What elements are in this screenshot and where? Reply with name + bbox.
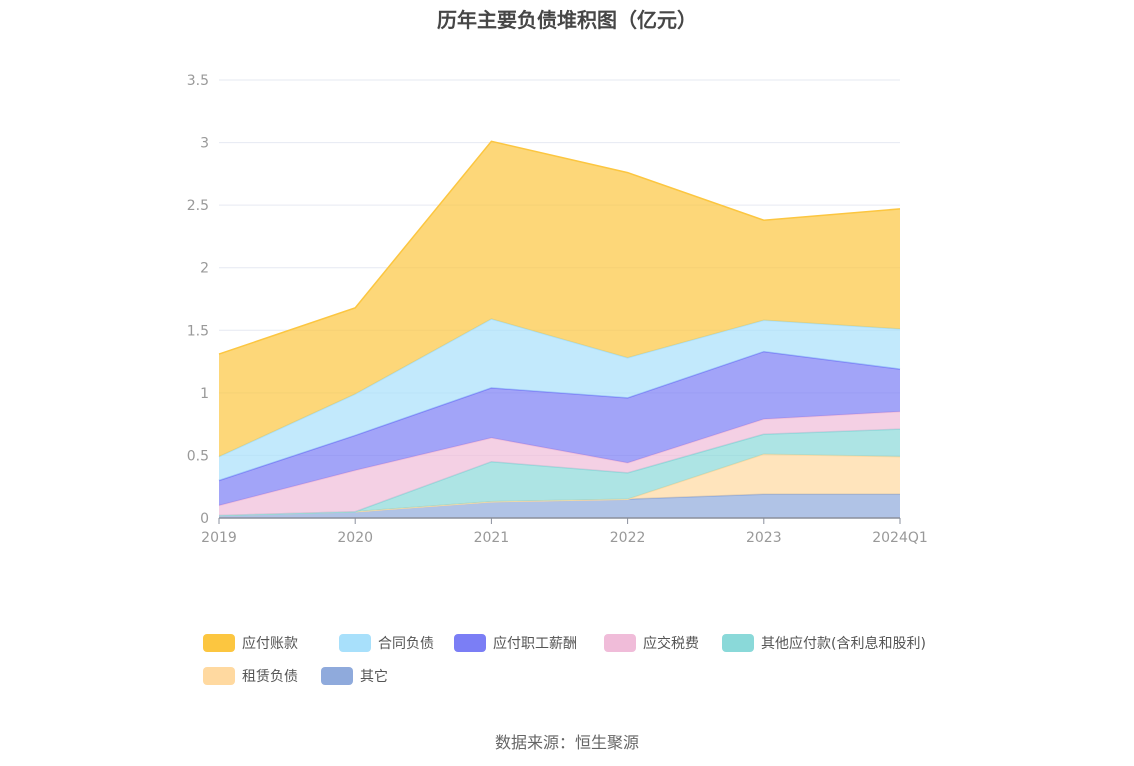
legend-swatch <box>722 634 754 652</box>
legend-label: 应付账款 <box>242 635 298 652</box>
x-tick-label: 2022 <box>610 530 646 546</box>
area-series-0 <box>219 494 900 518</box>
x-tick-label: 2019 <box>201 530 237 546</box>
y-tick-label: 2 <box>200 261 209 277</box>
legend: 应付账款 合同负债 应付职工薪酬 应交税费 其他应付款(含利息和股利) 租赁负债 其它 <box>203 634 926 685</box>
legend-item[interactable]: 其他应付款(含利息和股利) <box>722 634 926 652</box>
legend-swatch <box>203 667 235 685</box>
legend-item[interactable]: 其它 <box>321 667 388 685</box>
legend-item[interactable]: 应付职工薪酬 <box>454 634 577 652</box>
legend-swatch <box>604 634 636 652</box>
area-series <box>218 140 901 518</box>
x-tick-label: 2024Q1 <box>872 530 928 546</box>
x-tick-label: 2020 <box>337 530 373 546</box>
legend-label: 租赁负债 <box>242 669 298 685</box>
area-series-1 <box>219 454 900 516</box>
legend-item[interactable]: 应交税费 <box>604 634 699 652</box>
axes: 0 0.5 1 1.5 2 2.5 3 3.5 2019 2020 2021 2022 2023 2024… <box>187 73 928 546</box>
y-tick-label: 0.5 <box>187 448 209 464</box>
area-line-6 <box>218 140 901 355</box>
x-tick-label: 2023 <box>746 530 782 546</box>
area-series-6 <box>219 141 900 457</box>
area-series-5 <box>219 319 900 481</box>
area-series-2 <box>219 429 900 516</box>
source-note: 数据来源：恒生聚源 <box>494 733 639 752</box>
legend-swatch <box>339 634 371 652</box>
area-series-3 <box>219 411 900 516</box>
legend-label: 应交税费 <box>643 635 699 652</box>
legend-item[interactable]: 租赁负债 <box>203 667 298 685</box>
y-tick-label: 1.5 <box>187 323 209 339</box>
legend-item[interactable]: 合同负债 <box>339 634 434 652</box>
legend-item[interactable]: 应付账款 <box>203 634 298 652</box>
y-tick-label: 3.5 <box>187 73 209 89</box>
legend-label: 其它 <box>360 668 388 685</box>
legend-label: 合同负债 <box>378 636 434 652</box>
legend-label: 其他应付款(含利息和股利) <box>761 635 926 652</box>
y-tick-label: 2.5 <box>187 198 209 214</box>
y-tick-label: 3 <box>200 136 209 152</box>
y-tick-label: 0 <box>200 511 209 527</box>
legend-swatch <box>321 667 353 685</box>
x-tick-label: 2021 <box>474 530 510 546</box>
area-series-4 <box>219 351 900 506</box>
legend-swatch <box>454 634 486 652</box>
legend-label: 应付职工薪酬 <box>493 635 577 652</box>
legend-swatch <box>203 634 235 652</box>
y-tick-label: 1 <box>200 386 209 402</box>
chart-title: 历年主要负债堆积图（亿元） <box>437 8 697 32</box>
